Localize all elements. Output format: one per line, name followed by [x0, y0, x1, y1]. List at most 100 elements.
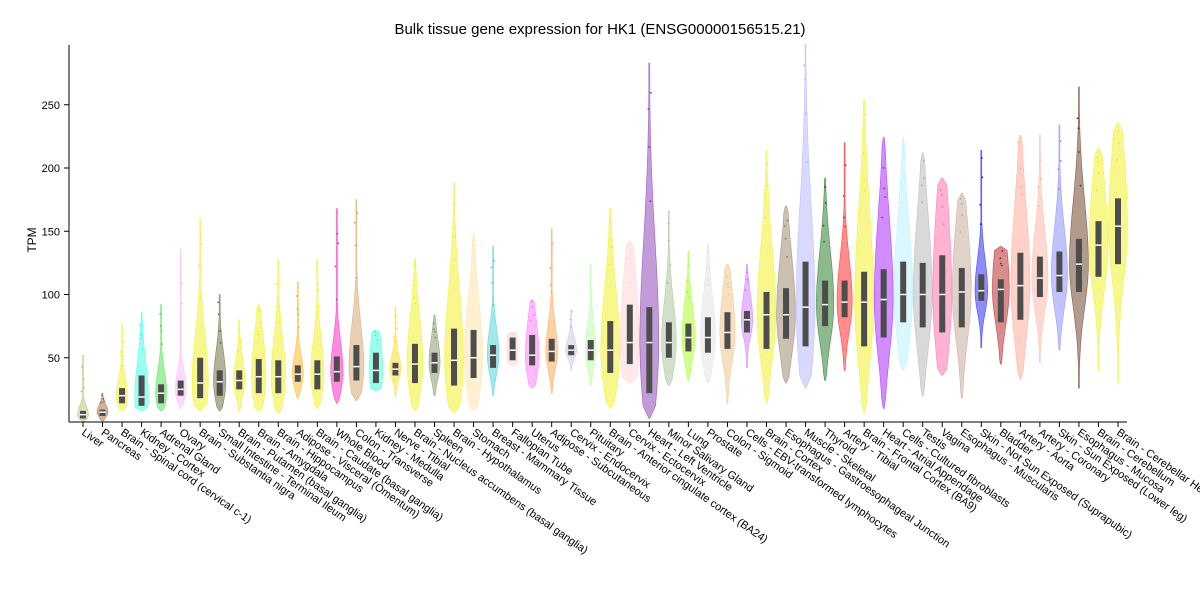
- outlier-point: [237, 328, 240, 330]
- outlier-point: [960, 202, 963, 205]
- outlier-point: [803, 64, 805, 67]
- outlier-point: [297, 326, 300, 329]
- outlier-point: [959, 197, 962, 200]
- violin-iqr-box: [138, 375, 145, 406]
- violin-group: [740, 263, 754, 369]
- outlier-point: [471, 275, 473, 278]
- outlier-point: [1096, 156, 1099, 159]
- outlier-point: [1117, 130, 1120, 133]
- outlier-point: [822, 224, 825, 227]
- outlier-point: [413, 296, 415, 299]
- violin-group: [506, 331, 519, 366]
- violin-group: [620, 241, 640, 384]
- outlier-point: [922, 160, 925, 162]
- violin-group: [776, 205, 796, 384]
- outlier-point: [492, 303, 495, 306]
- outlier-point: [433, 328, 435, 331]
- violin-group: [756, 150, 777, 404]
- outlier-point: [197, 264, 200, 267]
- outlier-point: [277, 321, 280, 324]
- outlier-point: [550, 291, 553, 294]
- outlier-point: [649, 200, 652, 203]
- violin-group: [1069, 86, 1089, 389]
- violin-group: [96, 392, 109, 422]
- violin-shape: [96, 392, 109, 422]
- outlier-point: [493, 259, 495, 262]
- violin-group: [134, 311, 149, 412]
- outlier-point: [1116, 159, 1118, 161]
- violin-iqr-box: [880, 269, 887, 338]
- outlier-point: [256, 329, 259, 332]
- violin-group: [719, 263, 736, 404]
- outlier-point: [901, 202, 904, 205]
- violin-shape: [639, 62, 660, 419]
- outlier-point: [473, 254, 475, 257]
- outlier-point: [160, 330, 163, 333]
- outlier-point: [374, 334, 377, 337]
- violin-group: [992, 246, 1010, 365]
- violin-group: [525, 299, 540, 389]
- outlier-point: [239, 347, 242, 350]
- violin-group: [600, 208, 621, 409]
- outlier-point: [629, 253, 632, 255]
- outlier-point: [512, 334, 515, 336]
- outlier-point: [434, 336, 437, 339]
- outlier-point: [414, 264, 417, 267]
- violin-shape: [1069, 86, 1089, 389]
- outlier-point: [999, 262, 1002, 265]
- outlier-point: [376, 339, 378, 342]
- violin-shape: [406, 258, 424, 412]
- outlier-point: [726, 282, 729, 285]
- violin-group: [873, 137, 894, 409]
- outlier-point: [843, 216, 846, 219]
- violin-group: [1088, 147, 1109, 371]
- violin-group: [213, 294, 227, 412]
- outlier-point: [959, 231, 962, 233]
- outlier-point: [1079, 184, 1082, 187]
- outlier-point: [940, 194, 943, 196]
- outlier-point: [257, 333, 260, 336]
- violin-group: [270, 258, 286, 414]
- y-tick-label: 100: [42, 290, 60, 302]
- outlier-point: [139, 333, 142, 336]
- violin-iqr-box: [802, 261, 809, 347]
- y-axis-label: TPM: [25, 227, 39, 252]
- outlier-point: [882, 166, 885, 169]
- outlier-point: [824, 202, 827, 204]
- outlier-point: [666, 281, 669, 284]
- violin-group: [428, 314, 441, 396]
- violin-shape: [974, 150, 989, 348]
- outlier-point: [902, 155, 905, 158]
- outlier-point: [881, 216, 884, 219]
- outlier-point: [316, 283, 319, 286]
- outlier-point: [513, 331, 516, 334]
- outlier-point: [766, 185, 769, 188]
- outlier-point: [1096, 188, 1098, 191]
- outlier-point: [237, 350, 240, 353]
- outlier-point: [120, 355, 123, 358]
- violin-iqr-box: [665, 322, 672, 358]
- outlier-point: [999, 257, 1002, 260]
- violin-group: [486, 246, 500, 396]
- outlier-point: [100, 401, 103, 404]
- outlier-point: [454, 258, 457, 261]
- outlier-point: [1001, 250, 1004, 252]
- outlier-point: [1097, 161, 1100, 163]
- outlier-point: [764, 194, 766, 197]
- outlier-point: [454, 235, 456, 238]
- outlier-point: [979, 203, 982, 206]
- outlier-point: [766, 163, 768, 166]
- outlier-point: [297, 313, 300, 316]
- outlier-point: [627, 257, 630, 260]
- outlier-point: [1019, 185, 1022, 188]
- violin-group: [639, 62, 660, 419]
- outlier-point: [746, 271, 748, 274]
- outlier-point: [706, 278, 709, 281]
- outlier-point: [569, 324, 572, 326]
- violin-shape: [174, 248, 187, 409]
- violin-group: [155, 304, 167, 412]
- outlier-point: [374, 330, 376, 333]
- violin-iqr-box: [1115, 198, 1121, 265]
